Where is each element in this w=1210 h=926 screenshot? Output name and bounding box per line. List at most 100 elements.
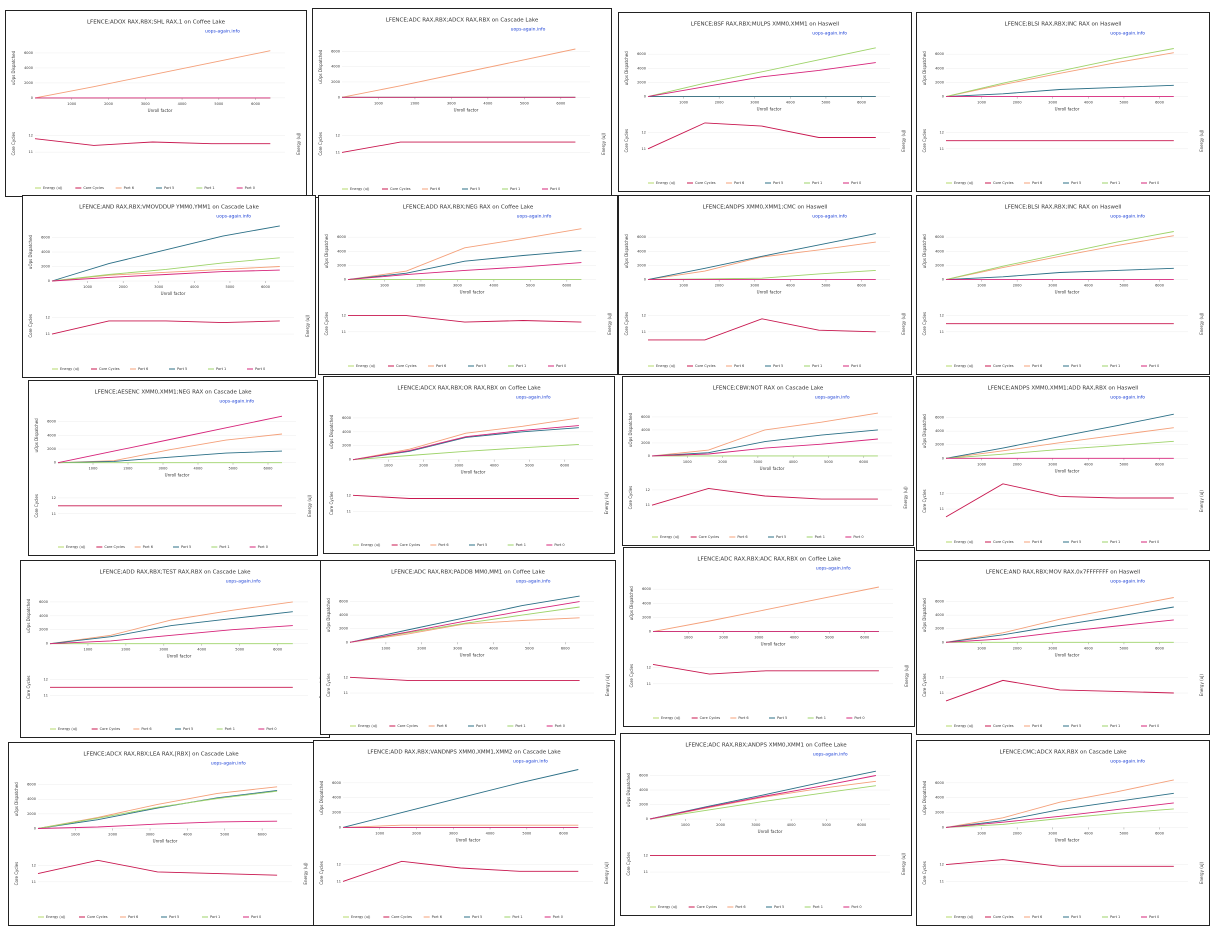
legend-label: Port 1 [210, 915, 220, 919]
y-tick-label: 0 [942, 640, 944, 644]
y-tick-label: 2000 [41, 265, 50, 269]
port-line [51, 225, 280, 282]
legend-label: Port 0 [1149, 181, 1159, 185]
y-axis-label: Core Cycles [922, 673, 927, 697]
panel-frame [916, 740, 1210, 926]
x-tick-label: 2000 [104, 102, 113, 106]
port-line [651, 429, 878, 457]
panel-title: LFENCE;ADC RAX,RBX;PADDB MM0,MM1 on Coff… [391, 570, 545, 576]
panel-title: LFENCE;AND RAX,RBX;VMOVDDUP YMM0,YMM1 on… [79, 205, 259, 211]
x-axis-label: Unroll factor [1055, 290, 1080, 295]
x-tick-label: 3000 [1048, 831, 1057, 835]
legend-label: Energy (uJ) [954, 364, 974, 368]
y-tick-label: 6000 [339, 600, 348, 604]
watermark: uops-again.info [216, 214, 251, 220]
y-tick-label: 2000 [331, 80, 340, 84]
legend-label: Core Cycles [993, 364, 1014, 368]
x-tick-label: 4000 [1084, 831, 1093, 835]
x-axis-label: Unroll factor [148, 108, 173, 113]
legend-label: Port 1 [510, 187, 520, 191]
y-tick-label: 12 [347, 493, 351, 497]
x-axis-label: Unroll factor [460, 290, 485, 295]
legend-label: Port 5 [476, 364, 486, 368]
x-tick-label: 4000 [190, 285, 199, 289]
y-tick-label: 4000 [935, 66, 944, 70]
x-tick-label: 4000 [786, 101, 795, 105]
y-axis-label: uOps Dispatched [11, 50, 16, 85]
y-axis-label: uOps Dispatched [319, 780, 324, 815]
y-tick-label: 11 [344, 691, 348, 695]
legend-label: Port 1 [1110, 181, 1120, 185]
panel-frame [620, 733, 912, 916]
port-line [945, 779, 1174, 828]
y-tick-label: 12 [32, 863, 36, 867]
legend-label: Energy (uJ) [46, 915, 66, 919]
y-axis-label: uOps Dispatched [629, 586, 634, 621]
y-tick-label: 12 [29, 133, 33, 137]
watermark: uops-again.info [513, 759, 548, 765]
x-tick-label: 4000 [486, 831, 495, 835]
port-line [647, 233, 876, 281]
legend-label: Core Cycles [100, 727, 121, 731]
x-axis-label: Unroll factor [757, 107, 782, 112]
y-axis-label: uOps Dispatched [624, 51, 629, 86]
cycles-line [37, 859, 278, 876]
x-axis-label: Unroll factor [1055, 837, 1080, 842]
legend-label: Port 5 [181, 545, 191, 549]
x-tick-label: 5000 [520, 101, 529, 105]
port-line [352, 427, 579, 461]
x-tick-label: 1000 [71, 832, 80, 836]
y-tick-label: 12 [337, 863, 341, 867]
x-tick-label: 5000 [821, 284, 830, 288]
legend-label: Port 5 [774, 905, 784, 909]
legend-label: Port 0 [1149, 364, 1159, 368]
y-tick-label: 11 [642, 147, 646, 151]
x-tick-label: 4000 [483, 101, 492, 105]
legend-label: Core Cycles [396, 364, 417, 368]
y-tick-label: 6000 [935, 235, 944, 239]
y-tick-label: 4000 [935, 249, 944, 253]
y-tick-label: 6000 [935, 416, 944, 420]
legend-label: Port 0 [255, 367, 265, 371]
legend-label: Energy (uJ) [43, 186, 63, 190]
watermark: uops-again.info [1110, 395, 1145, 401]
legend-label: Port 0 [851, 905, 861, 909]
legend-label: Port 5 [183, 727, 193, 731]
port-line [352, 443, 579, 461]
y-axis-label: uOps Dispatched [14, 782, 19, 817]
legend-label: Port 1 [812, 181, 822, 185]
legend-label: Core Cycles [390, 187, 411, 191]
x-tick-label: 5000 [824, 460, 833, 464]
legend-label: Energy (uJ) [954, 915, 974, 919]
y-tick-label: 4000 [47, 433, 56, 437]
legend-label: Core Cycles [87, 915, 108, 919]
panel-title: LFENCE;CMC;ADCX RAX,RBX on Cascade Lake [999, 750, 1127, 756]
y-tick-label: 6000 [935, 600, 944, 604]
y-tick-label: 4000 [637, 66, 646, 70]
y-tick-label: 4000 [641, 428, 650, 432]
x-tick-label: 6000 [1155, 462, 1164, 466]
x-axis-label: Unroll factor [454, 107, 479, 112]
x-tick-label: 3000 [754, 636, 763, 640]
y-tick-label: 0 [31, 96, 33, 100]
legend-label: Port 5 [1071, 540, 1081, 544]
x-tick-label: 6000 [1155, 646, 1164, 650]
y-axis-label: uOps Dispatched [329, 414, 334, 449]
legend-label: Port 5 [777, 716, 787, 720]
y2-axis-label: Energy (uJ) [1199, 129, 1204, 152]
watermark: uops-again.info [813, 752, 848, 758]
y-tick-label: 2000 [339, 627, 348, 631]
y2-axis-label: Energy (uJ) [604, 862, 609, 885]
port-line [945, 84, 1174, 98]
cycles-line [348, 315, 582, 323]
y-axis-label: uOps Dispatched [326, 598, 331, 633]
legend-label: Port 1 [515, 724, 525, 728]
x-tick-label: 3000 [447, 101, 456, 105]
legend-label: Energy (uJ) [361, 543, 381, 547]
y2-axis-label: Energy (uJ) [1199, 312, 1204, 335]
y-tick-label: 12 [342, 314, 346, 318]
x-tick-label: 6000 [859, 460, 868, 464]
y-tick-label: 11 [940, 879, 944, 883]
legend-label: Port 6 [430, 187, 440, 191]
port-line [49, 625, 293, 645]
